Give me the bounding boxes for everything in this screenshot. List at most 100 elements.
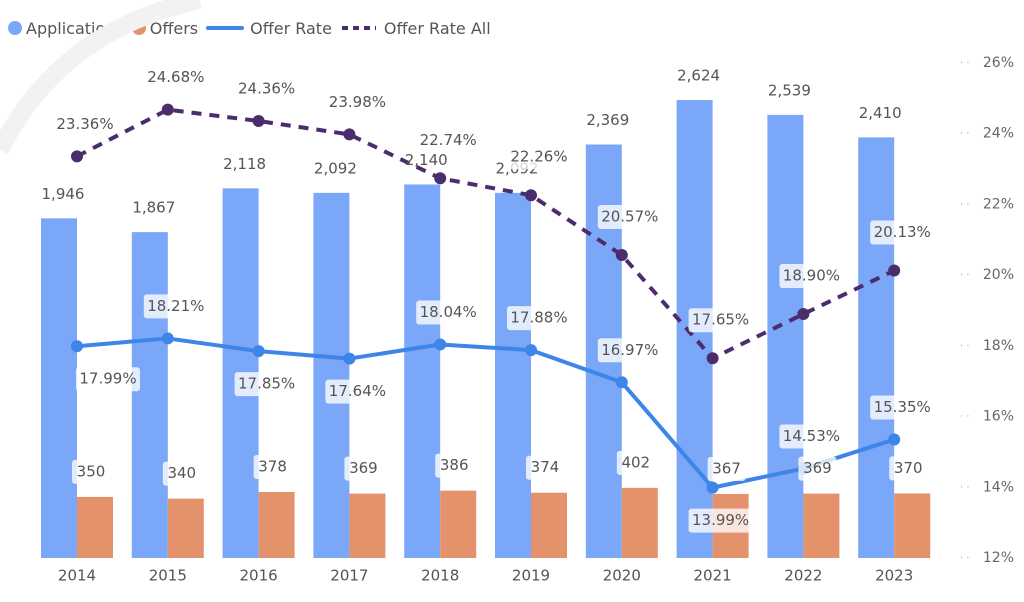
- data-label-box-offer-rate-2020: [597, 338, 662, 363]
- data-label-offers-2018: 386: [440, 456, 469, 474]
- bar-applications-2014: [41, 218, 77, 558]
- data-label-applications-2016: 2,118: [223, 155, 266, 173]
- data-label-offer-rate-all-2014: 23.36%: [56, 115, 113, 133]
- bar-offers-2016: [258, 492, 295, 558]
- data-label-offer-rate-2023: 15.35%: [874, 398, 931, 416]
- data-label-applications-2022: 2,539: [768, 81, 811, 99]
- x-tick-label-2021: 2021: [694, 567, 732, 585]
- point-offer-rate-2016: [252, 345, 265, 358]
- x-tick-label-2015: 2015: [149, 567, 187, 585]
- point-offer-rate-2019: [525, 344, 537, 357]
- data-label-box-offer-rate-2022: [779, 424, 844, 449]
- y-right-tick-mark-18: · ·: [960, 341, 970, 352]
- y-right-tick-label-26: 26%: [983, 55, 1014, 71]
- data-label-box-offer-rate-2019: [507, 306, 571, 331]
- data-label-box-offers-2017: [344, 456, 383, 481]
- line-offer-rate-all: [76, 107, 896, 361]
- data-label-offer-rate-2021: 13.99%: [692, 511, 749, 529]
- data-label-offer-rate-2017: 17.64%: [329, 382, 386, 400]
- point-offer-rate-all-2020: [615, 248, 628, 261]
- bar-offers-2015: [167, 498, 204, 558]
- data-label-applications-2017: 2,092: [314, 159, 357, 177]
- data-label-offer-rate-all-2022: 18.90%: [783, 267, 840, 285]
- data-label-offer-rate-2019: 17.88%: [510, 309, 567, 327]
- data-label-offer-rate-all-2020: 20.57%: [601, 207, 658, 225]
- data-label-offers-2023: 370: [894, 459, 923, 477]
- data-label-box-offer-rate-2014: [76, 367, 140, 392]
- point-offer-rate-all-2023: [888, 264, 901, 277]
- bar-applications-2018: [404, 184, 441, 559]
- x-tick-label-2022: 2022: [784, 567, 822, 585]
- line-offer-rate: [76, 336, 895, 490]
- legend-item-offer-rate-all[interactable]: Offer Rate All: [340, 19, 491, 38]
- point-offer-rate-2021: [706, 481, 719, 494]
- point-offer-rate-all-2017: [343, 128, 356, 141]
- data-label-offers-2015: 340: [167, 464, 196, 482]
- data-label-box-offers-2016: [253, 455, 292, 480]
- data-label-offer-rate-2022: 14.53%: [783, 427, 840, 445]
- y-right-tick-label-14: 14%: [983, 479, 1014, 495]
- data-label-offer-rate-all-2015: 24.68%: [147, 68, 204, 86]
- point-offer-rate-2017: [343, 352, 356, 365]
- bar-offers-2020: [621, 487, 658, 558]
- bar-applications-2019: [495, 192, 531, 559]
- data-label-box-offer-rate-2018: [416, 300, 481, 325]
- data-label-box-offers-2020: [616, 450, 655, 475]
- data-label-applications-2018: 2,140: [405, 151, 448, 169]
- data-label-box-offer-rate-all-2021: [688, 308, 753, 333]
- y-right-tick-mark-26: · ·: [960, 58, 970, 69]
- data-label-box-offer-rate-2021: [688, 508, 753, 533]
- y-right-tick-mark-12: · ·: [960, 553, 970, 564]
- data-label-offers-2022: 369: [803, 459, 832, 477]
- data-label-box-offers-2021: [707, 456, 746, 481]
- data-label-offer-rate-2016: 17.85%: [238, 375, 295, 393]
- y-right-tick-mark-24: · ·: [960, 129, 970, 140]
- bar-applications-2015: [131, 232, 168, 558]
- point-offer-rate-all-2014: [71, 150, 83, 163]
- data-label-applications-2020: 2,369: [586, 111, 629, 129]
- data-label-box-offer-rate-all-2020: [597, 204, 662, 229]
- point-offer-rate-2020: [615, 376, 628, 389]
- watermark-arc: [0, 0, 202, 155]
- data-label-offers-2014: 350: [77, 462, 106, 480]
- legend-swatch-offer-rate-all: [341, 26, 376, 30]
- bar-offers-2022: [803, 493, 840, 558]
- data-label-box-offer-rate-2023: [870, 395, 935, 420]
- data-label-applications-2023: 2,410: [859, 104, 902, 122]
- bar-offers-2017: [349, 493, 386, 558]
- x-tick-label-2019: 2019: [512, 567, 550, 585]
- data-label-offer-rate-all-2023: 20.13%: [874, 223, 931, 241]
- bar-applications-2022: [767, 114, 804, 559]
- bar-applications-2017: [313, 192, 350, 559]
- data-label-offer-rate-all-2019: 22.26%: [510, 148, 567, 166]
- data-label-box-offer-rate-all-2019: [507, 145, 571, 170]
- legend-swatch-offer-rate: [206, 26, 245, 30]
- data-label-box-offer-rate-all-2018: [416, 128, 481, 153]
- data-label-offers-2019: 374: [531, 458, 560, 476]
- data-label-offer-rate-2020: 16.97%: [601, 341, 658, 359]
- data-label-applications-2021: 2,624: [677, 67, 720, 85]
- x-tick-label-2017: 2017: [330, 567, 368, 585]
- legend-label-offer-rate-all: Offer Rate All: [383, 18, 491, 38]
- data-label-offers-2016: 378: [258, 458, 287, 476]
- point-offer-rate-all-2022: [797, 308, 810, 321]
- data-label-box-offer-rate-2017: [325, 379, 390, 404]
- point-offer-rate-all-2019: [525, 189, 537, 202]
- data-label-box-offers-2015: [162, 461, 201, 486]
- data-label-applications-2014: 1,946: [42, 185, 85, 203]
- data-label-offer-rate-2015: 18.21%: [147, 297, 204, 315]
- data-label-box-offer-rate-2015: [143, 294, 208, 319]
- y-right-tick-label-24: 24%: [983, 126, 1014, 142]
- point-offer-rate-all-2021: [706, 352, 719, 365]
- bar-offers-2023: [894, 493, 931, 558]
- point-offer-rate-2023: [888, 433, 901, 446]
- point-offer-rate-2014: [71, 340, 83, 353]
- data-label-offer-rate-2014: 17.99%: [79, 370, 136, 388]
- data-label-offer-rate-all-2021: 17.65%: [692, 311, 749, 329]
- legend-item-offer-rate[interactable]: Offer Rate: [206, 19, 332, 38]
- point-offer-rate-all-2015: [161, 103, 174, 116]
- data-label-box-offers-2014: [72, 459, 110, 484]
- data-label-box-offer-rate-all-2022: [779, 264, 844, 289]
